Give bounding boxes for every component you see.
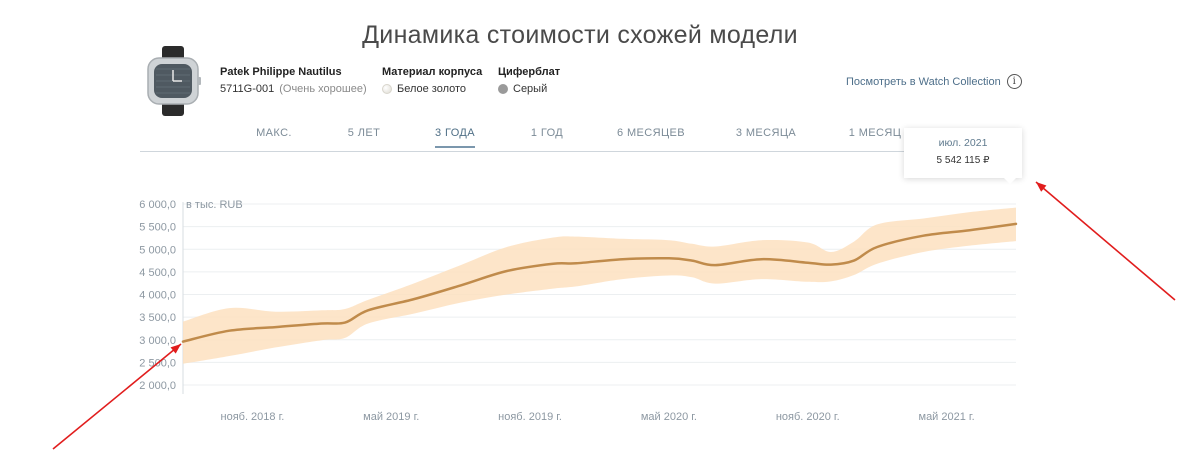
tab-max[interactable]: МАКС.	[256, 127, 292, 139]
tooltip-value: 5 542 115 ₽	[936, 155, 990, 166]
case-material-value: Белое золото	[397, 83, 467, 95]
annotation-arrow-end-head	[1036, 182, 1047, 192]
price-series-line	[181, 222, 1018, 343]
dial-block: Циферблат Серый	[498, 66, 560, 95]
watch-reference-line: 5711G-001 (Очень хорошее)	[220, 83, 367, 95]
x-tick-label: май 2020 г.	[641, 411, 697, 423]
y-tick-label: 5 500,0	[139, 222, 176, 234]
price-range-band	[183, 207, 1016, 364]
case-material-block: Материал корпуса Белое золото	[382, 66, 482, 95]
x-tick-label: нояб. 2019 г.	[498, 411, 562, 423]
tab-5-years[interactable]: 5 ЛЕТ	[347, 127, 381, 139]
tab-3-years[interactable]: 3 ГОДА	[434, 127, 476, 148]
annotation-arrow-end-shaft	[1035, 181, 1176, 301]
dial-label: Циферблат	[498, 66, 561, 78]
y-tick-label: 3 500,0	[139, 312, 176, 324]
watch-condition: (Очень хорошее)	[279, 83, 367, 95]
x-tick-label: май 2021 г.	[919, 411, 975, 423]
x-tick-label: нояб. 2018 г.	[221, 411, 285, 423]
x-tick-label: май 2019 г.	[363, 411, 419, 423]
watch-collection-link-label[interactable]: Посмотреть в Watch Collection	[846, 75, 1001, 88]
x-tick-label: нояб. 2020 г.	[776, 411, 840, 423]
tooltip-tail	[1004, 178, 1016, 184]
y-tick-label: 4 000,0	[139, 290, 176, 302]
y-tick-label: 2 000,0	[139, 380, 176, 392]
chart-tooltip: июл. 2021 5 542 115 ₽	[904, 128, 1022, 184]
annotation-arrow-start-shaft	[52, 343, 182, 450]
y-tick-label: 5 000,0	[139, 244, 176, 256]
page-title: Динамика стоимости схожей модели	[362, 20, 798, 49]
watch-reference: 5711G-001	[220, 83, 275, 95]
grey-dial-swatch-icon	[498, 84, 508, 94]
info-icon[interactable]: i	[1006, 74, 1022, 89]
tab-3-months[interactable]: 3 МЕСЯЦА	[735, 127, 797, 139]
watch-info: Patek Philippe Nautilus 5711G-001 (Очень…	[220, 66, 367, 95]
case-material-label: Материал корпуса	[382, 66, 483, 78]
y-tick-label: 6 000,0	[139, 199, 176, 211]
y-tick-label: 4 500,0	[139, 267, 176, 279]
annotation-arrow-start-head	[170, 344, 181, 354]
watch-photo-icon	[147, 46, 201, 116]
tab-1-year[interactable]: 1 ГОД	[530, 127, 564, 139]
tab-6-months[interactable]: 6 МЕСЯЦЕВ	[617, 127, 685, 139]
watch-name: Patek Philippe Nautilus	[220, 66, 342, 78]
watch-collection-link[interactable]: Посмотреть в Watch Collection i	[846, 74, 1022, 89]
dial-value: Серый	[513, 83, 548, 95]
unit-label: в тыс. RUB	[186, 199, 243, 211]
y-tick-label: 3 000,0	[139, 335, 176, 347]
tab-1-month[interactable]: 1 МЕСЯЦ	[848, 127, 902, 139]
period-tabs: МАКС. 5 ЛЕТ 3 ГОДА 1 ГОД 6 МЕСЯЦЕВ 3 МЕС…	[140, 127, 1020, 152]
white-gold-swatch-icon	[382, 84, 392, 94]
tooltip-date: июл. 2021	[938, 137, 988, 149]
